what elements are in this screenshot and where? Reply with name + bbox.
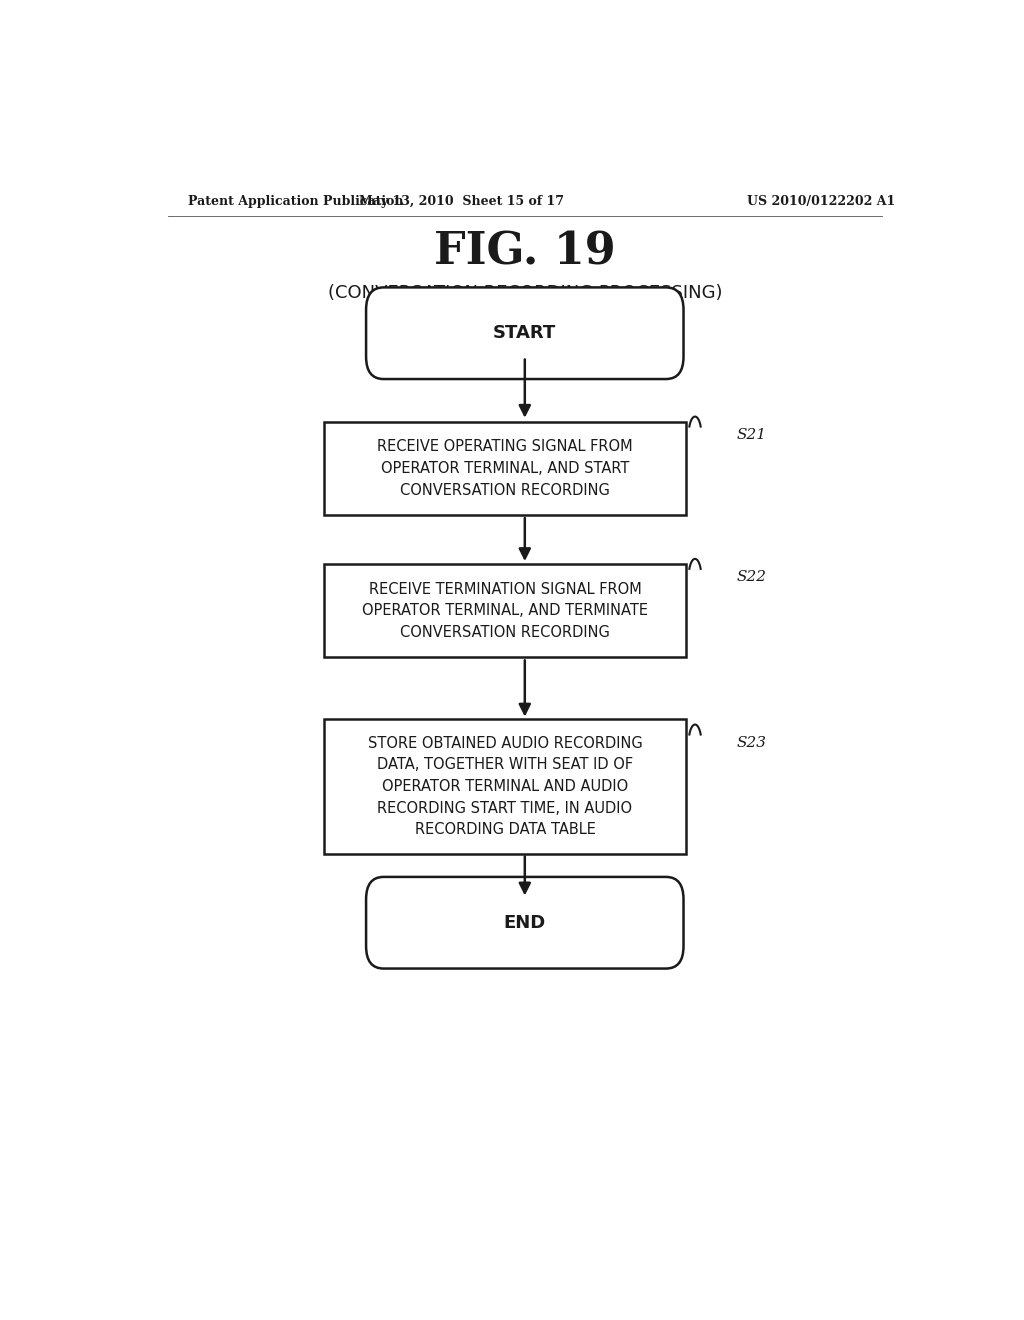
Bar	[325, 421, 685, 515]
Text: S22: S22	[736, 570, 767, 585]
Text: END: END	[504, 913, 546, 932]
Text: S23: S23	[736, 735, 767, 750]
Text: S21: S21	[736, 428, 767, 442]
Text: US 2010/0122202 A1: US 2010/0122202 A1	[748, 194, 895, 207]
FancyBboxPatch shape	[367, 876, 684, 969]
Text: FIG. 19: FIG. 19	[434, 231, 615, 273]
Text: May 13, 2010  Sheet 15 of 17: May 13, 2010 Sheet 15 of 17	[358, 194, 564, 207]
Bar	[325, 564, 685, 657]
FancyBboxPatch shape	[367, 288, 684, 379]
Text: START: START	[494, 325, 556, 342]
Text: (CONVERSATION RECORDING PROCESSING): (CONVERSATION RECORDING PROCESSING)	[328, 284, 722, 301]
Bar	[325, 719, 685, 854]
Text: Patent Application Publication: Patent Application Publication	[187, 194, 403, 207]
Text: RECEIVE TERMINATION SIGNAL FROM
OPERATOR TERMINAL, AND TERMINATE
CONVERSATION RE: RECEIVE TERMINATION SIGNAL FROM OPERATOR…	[361, 582, 648, 640]
Text: RECEIVE OPERATING SIGNAL FROM
OPERATOR TERMINAL, AND START
CONVERSATION RECORDIN: RECEIVE OPERATING SIGNAL FROM OPERATOR T…	[377, 440, 633, 498]
Text: STORE OBTAINED AUDIO RECORDING
DATA, TOGETHER WITH SEAT ID OF
OPERATOR TERMINAL : STORE OBTAINED AUDIO RECORDING DATA, TOG…	[368, 735, 642, 837]
